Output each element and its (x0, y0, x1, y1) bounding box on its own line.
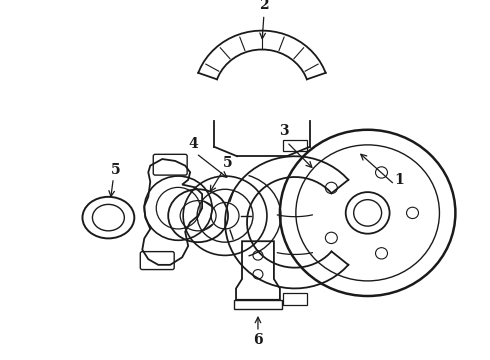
Text: 3: 3 (279, 124, 289, 138)
Text: 2: 2 (259, 0, 269, 12)
Text: 4: 4 (188, 137, 198, 151)
Text: 5: 5 (223, 156, 233, 170)
Text: 6: 6 (253, 333, 263, 347)
Text: 5: 5 (111, 163, 120, 177)
Text: 1: 1 (394, 173, 404, 187)
